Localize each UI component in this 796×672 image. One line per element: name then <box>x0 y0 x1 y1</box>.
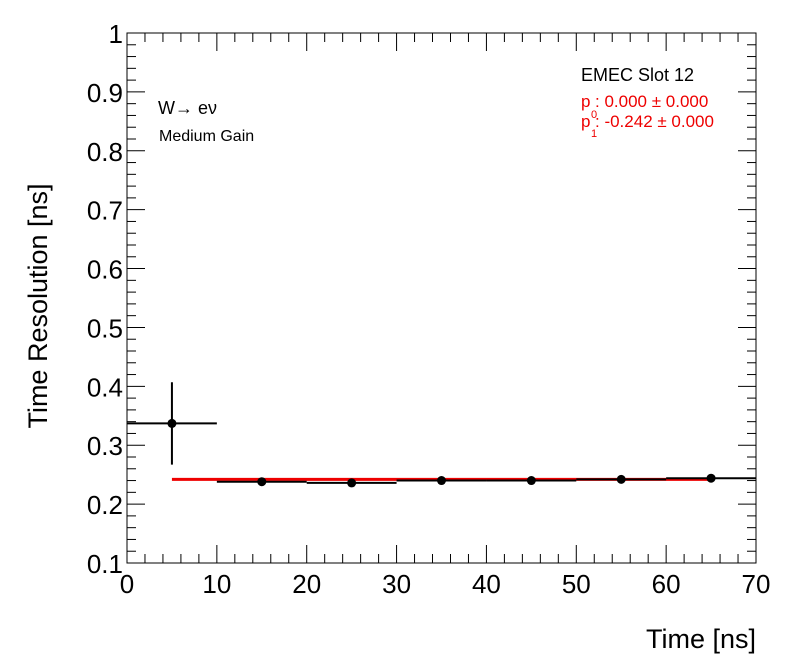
y-axis-ticks <box>127 32 756 564</box>
y-axis-tick-labels: 0.1 0.2 0.3 0.4 0.5 0.6 0.7 0.8 0.9 1 <box>87 19 123 579</box>
p0-symbol: p <box>581 92 590 111</box>
y-tick-label: 0.2 <box>87 490 123 520</box>
fit-param-p1: p 1 : -0.242 ± 0.000 <box>581 112 714 140</box>
x-tick-label: 60 <box>652 569 681 599</box>
y-tick-label: 0.1 <box>87 549 123 579</box>
data-point <box>167 418 177 428</box>
x-axis-title: Time [ns] <box>646 624 756 654</box>
p1-symbol: p <box>581 112 590 131</box>
gain-label: Medium Gain <box>159 128 254 145</box>
y-tick-label: 1 <box>109 19 123 49</box>
data-point <box>257 477 267 487</box>
data-point <box>706 473 716 483</box>
data-point <box>347 478 357 488</box>
y-tick-label: 0.8 <box>87 137 123 167</box>
data-point <box>616 474 626 484</box>
y-axis-title: Time Resolution [ns] <box>23 183 53 428</box>
y-tick-label: 0.5 <box>87 313 123 343</box>
slot-label: EMEC Slot 12 <box>581 65 694 85</box>
x-tick-label: 10 <box>202 569 231 599</box>
data-points-layer <box>127 382 756 488</box>
data-point <box>437 476 446 486</box>
data-point <box>526 476 536 486</box>
p0-subscript: 0 <box>591 109 597 121</box>
p1-value: : -0.242 ± 0.000 <box>595 112 714 131</box>
y-tick-label: 0.9 <box>87 78 123 108</box>
x-tick-label: 40 <box>472 569 501 599</box>
y-tick-label: 0.7 <box>87 196 123 226</box>
y-tick-label: 0.3 <box>87 431 123 461</box>
x-axis-tick-labels: 0 10 20 30 40 50 60 70 <box>120 569 771 599</box>
x-tick-label: 70 <box>742 569 771 599</box>
p0-value: : 0.000 ± 0.000 <box>595 92 708 111</box>
x-tick-label: 0 <box>120 569 134 599</box>
y-tick-label: 0.6 <box>87 255 123 285</box>
p1-subscript: 1 <box>591 128 597 140</box>
x-tick-label: 20 <box>292 569 321 599</box>
x-tick-label: 50 <box>562 569 591 599</box>
plot-frame <box>126 32 757 564</box>
x-tick-label: 30 <box>382 569 411 599</box>
process-label: W→ eν <box>158 98 217 118</box>
x-axis-ticks <box>126 33 757 563</box>
fit-param-p0: p 0 : 0.000 ± 0.000 <box>581 92 708 121</box>
y-tick-label: 0.4 <box>87 372 123 402</box>
